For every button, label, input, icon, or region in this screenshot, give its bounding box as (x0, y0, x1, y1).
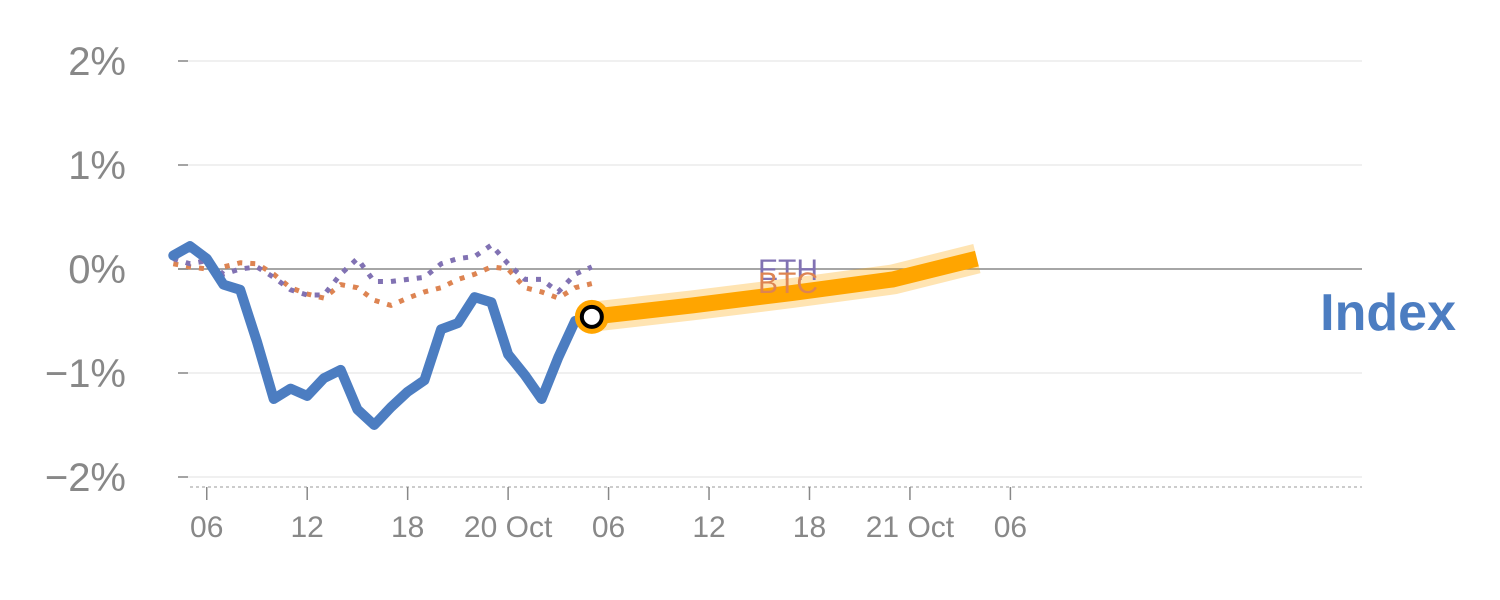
y-tick-label: −2% (45, 456, 126, 500)
x-tick-label: 20 Oct (464, 511, 553, 544)
gridlines (178, 60, 1362, 478)
series-line-index (168, 241, 597, 430)
y-tick-label: −1% (45, 352, 126, 396)
y-tick-label: 2% (68, 40, 126, 84)
x-tick-label: 12 (692, 511, 725, 544)
projection-line (590, 250, 979, 325)
x-tick-label: 06 (994, 511, 1027, 544)
y-tick-label: 1% (68, 144, 126, 188)
y-axis: 2% 1% 0% −1% −2% (45, 40, 126, 500)
label-index: Index (1320, 284, 1456, 342)
x-tick-label: 21 Oct (866, 511, 955, 544)
x-tick-label: 06 (592, 511, 625, 544)
series-lines (168, 241, 981, 430)
x-axis: 06 12 18 20 Oct 06 12 18 21 Oct 06 (190, 486, 1362, 544)
x-tick-label: 06 (190, 511, 223, 544)
x-tick-label: 18 (391, 511, 424, 544)
series-line-eth (172, 242, 593, 298)
y-tick-label: 0% (68, 248, 126, 292)
x-tick-label: 18 (793, 511, 826, 544)
label-btc: BTC (758, 267, 818, 300)
x-tick-label: 12 (291, 511, 324, 544)
current-point-marker (579, 304, 604, 329)
label-eth: ETH (758, 254, 818, 287)
